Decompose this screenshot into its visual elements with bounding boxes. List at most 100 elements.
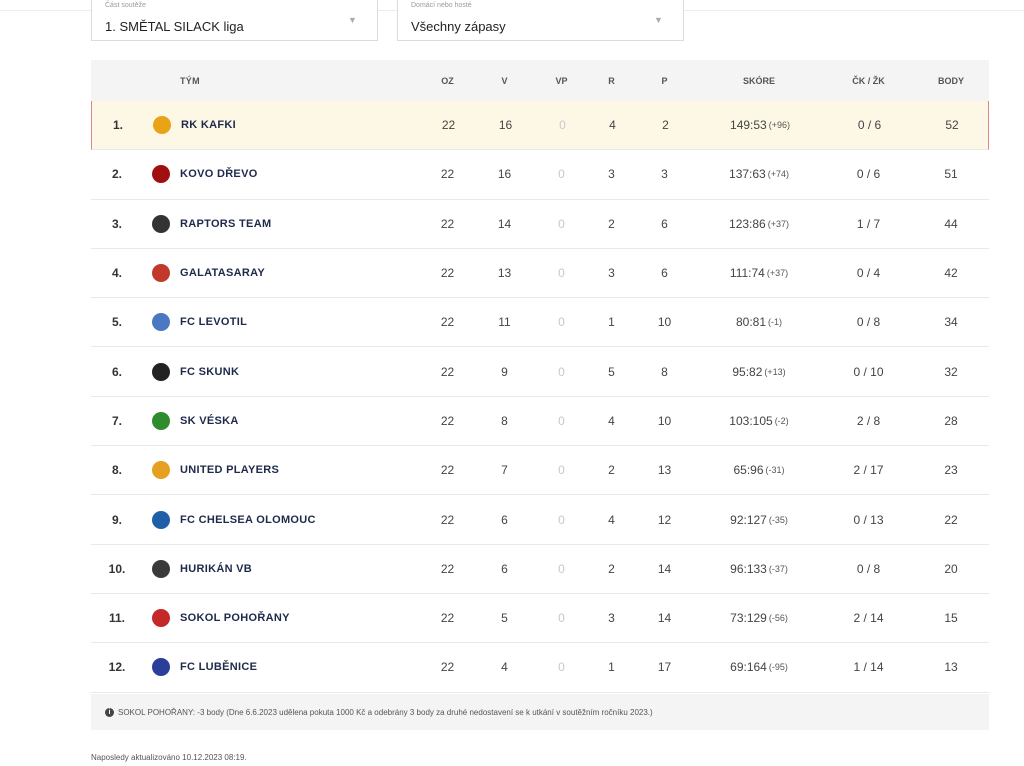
r-cell: 1: [608, 315, 615, 330]
score-value: 103:105: [729, 413, 773, 428]
team-name[interactable]: SK VÉSKA: [180, 414, 239, 427]
team-name[interactable]: HURIKÁN VB: [180, 562, 253, 575]
table-header: TÝM OZ V VP R P SKÓRE ČK / ŽK BODY: [91, 60, 989, 101]
v-cell: 4: [501, 660, 508, 675]
oz-cell: 22: [440, 364, 455, 379]
table-row[interactable]: 10. HURIKÁN VB 22 6 0 2 14 0 / 8 20 96:133 (-37): [91, 544, 989, 594]
penalty-note-text: SOKOL POHOŘANY: -3 body (Dne 6.6.2023 ud…: [118, 707, 653, 717]
vp-cell: 0: [558, 413, 565, 428]
team-name[interactable]: FC SKUNK: [180, 365, 240, 378]
vp-cell: 0: [558, 266, 565, 281]
table-row[interactable]: 3. RAPTORS TEAM 22 14 0 2 6 1 / 7 44 123:86 (+37): [91, 199, 989, 249]
last-updated: Naposledy aktualizováno 10.12.2023 08:19…: [91, 753, 247, 762]
r-cell: 2: [608, 561, 615, 576]
competition-part-label: Část soutěže: [105, 2, 146, 9]
team-name[interactable]: FC LUBĚNICE: [180, 661, 258, 674]
team-logo: [148, 495, 174, 543]
r-cell: 5: [608, 364, 615, 379]
table-row[interactable]: 7. SK VÉSKA 22 8 0 4 10 2 / 8 28 103:105 (-2): [91, 396, 989, 447]
rank-cell: 2.: [111, 167, 122, 182]
table-row[interactable]: 8. UNITED PLAYERS 22 7 0 2 13 2 / 17 23 65:96 (-31…: [91, 446, 989, 496]
score-cell: 95:82 (+13): [709, 347, 809, 395]
header-oz[interactable]: OZ: [441, 75, 454, 86]
score-value: 123:86: [729, 216, 766, 231]
cards-cell: 2 / 17: [853, 463, 884, 478]
team-logo: [149, 101, 175, 149]
score-diff: (+96): [768, 120, 790, 131]
score-value: 69:164: [730, 660, 767, 675]
score-value: 96:133: [730, 561, 767, 576]
table-row[interactable]: 1. RK KAFKI 22 16 0 4 2 0 / 6 52 149:53 (+96): [91, 101, 989, 151]
score-diff: (-95): [768, 662, 788, 673]
oz-cell: 22: [440, 611, 455, 626]
r-cell: 3: [608, 167, 615, 182]
table-row[interactable]: 9. FC CHELSEA OLOMOUC 22 6 0 4 12 0 / 13 22 92:12…: [91, 495, 989, 545]
header-r[interactable]: R: [608, 75, 615, 86]
table-row[interactable]: 5. FC LEVOTIL 22 11 0 1 10 0 / 8 34 80:81 (-1): [91, 298, 989, 348]
r-cell: 3: [608, 266, 615, 281]
header-p[interactable]: P: [661, 75, 668, 86]
score-value: 92:127: [730, 512, 767, 527]
header-v[interactable]: V: [501, 75, 508, 86]
venue-select[interactable]: Domácí nebo hosté Všechny zápasy ▼: [397, 0, 684, 41]
p-cell: 8: [661, 364, 668, 379]
team-name[interactable]: KOVO DŘEVO: [180, 168, 258, 181]
team-crest-icon: [152, 264, 170, 283]
score-diff: (-37): [768, 563, 788, 574]
team-name[interactable]: SOKOL POHOŘANY: [180, 612, 290, 625]
chevron-down-icon: ▼: [654, 15, 663, 25]
cards-cell: 0 / 4: [856, 266, 881, 281]
v-cell: 16: [498, 118, 513, 133]
team-logo: [148, 594, 174, 642]
table-row[interactable]: 11. SOKOL POHOŘANY 22 5 0 3 14 2 / 14 15 73:129 (-…: [91, 593, 989, 644]
v-cell: 6: [501, 512, 508, 527]
competition-part-select[interactable]: Část soutěže 1. SMĚTAL SILACK liga ▼: [91, 0, 378, 41]
cards-cell: 0 / 13: [853, 512, 884, 527]
r-cell: 2: [608, 216, 615, 231]
score-diff: (-1): [768, 317, 783, 328]
table-row[interactable]: 2. KOVO DŘEVO 22 16 0 3 3 0 / 6 51 137:63 (+74): [91, 150, 989, 200]
table-row[interactable]: 4. GALATASARAY 22 13 0 3 6 0 / 4 42 111:74 (+37): [91, 248, 989, 299]
table-row[interactable]: 12. FC LUBĚNICE 22 4 0 1 17 1 / 14 13 69:164 (-95): [91, 643, 989, 693]
v-cell: 16: [497, 167, 512, 182]
score-diff: (+37): [766, 268, 789, 279]
oz-cell: 22: [440, 266, 455, 281]
team-name[interactable]: FC LEVOTIL: [180, 316, 248, 329]
vp-cell: 0: [558, 512, 565, 527]
score-value: 137:63: [729, 167, 766, 182]
team-name[interactable]: FC CHELSEA OLOMOUC: [180, 513, 316, 526]
table-body: 1. RK KAFKI 22 16 0 4 2 0 / 6 52 149:53 (+96) 2. KOV…: [91, 101, 989, 693]
header-team[interactable]: TÝM: [180, 75, 200, 86]
header-points[interactable]: BODY: [937, 75, 964, 86]
header-cards[interactable]: ČK / ŽK: [852, 75, 885, 86]
team-logo: [148, 200, 174, 248]
rank-cell: 1.: [112, 118, 123, 133]
cards-cell: 1 / 7: [856, 216, 881, 231]
rank-cell: 3.: [111, 216, 122, 231]
filters: Část soutěže 1. SMĚTAL SILACK liga ▼ Dom…: [91, 0, 691, 41]
table-row[interactable]: 6. FC SKUNK 22 9 0 5 8 0 / 10 32 95:82 (+13): [91, 347, 989, 397]
header-score[interactable]: SKÓRE: [742, 75, 775, 86]
p-cell: 12: [657, 512, 672, 527]
oz-cell: 22: [440, 315, 455, 330]
cards-cell: 0 / 6: [857, 118, 882, 133]
v-cell: 7: [501, 463, 508, 478]
team-crest-icon: [152, 658, 170, 677]
header-vp[interactable]: VP: [555, 75, 568, 86]
points-cell: 42: [944, 266, 958, 281]
score-cell: 69:164 (-95): [709, 643, 809, 691]
score-cell: 65:96 (-31): [709, 446, 809, 494]
points-cell: 32: [944, 364, 958, 379]
score-diff: (-2): [774, 415, 789, 426]
team-name[interactable]: UNITED PLAYERS: [180, 464, 280, 477]
p-cell: 14: [657, 561, 672, 576]
score-value: 95:82: [732, 364, 763, 379]
team-name[interactable]: RK KAFKI: [181, 119, 236, 132]
vp-cell: 0: [558, 315, 565, 330]
oz-cell: 22: [440, 413, 455, 428]
oz-cell: 22: [440, 463, 455, 478]
team-name[interactable]: RAPTORS TEAM: [180, 217, 272, 230]
team-name[interactable]: GALATASARAY: [180, 267, 265, 280]
rank-cell: 9.: [111, 512, 122, 527]
points-cell: 20: [944, 561, 958, 576]
